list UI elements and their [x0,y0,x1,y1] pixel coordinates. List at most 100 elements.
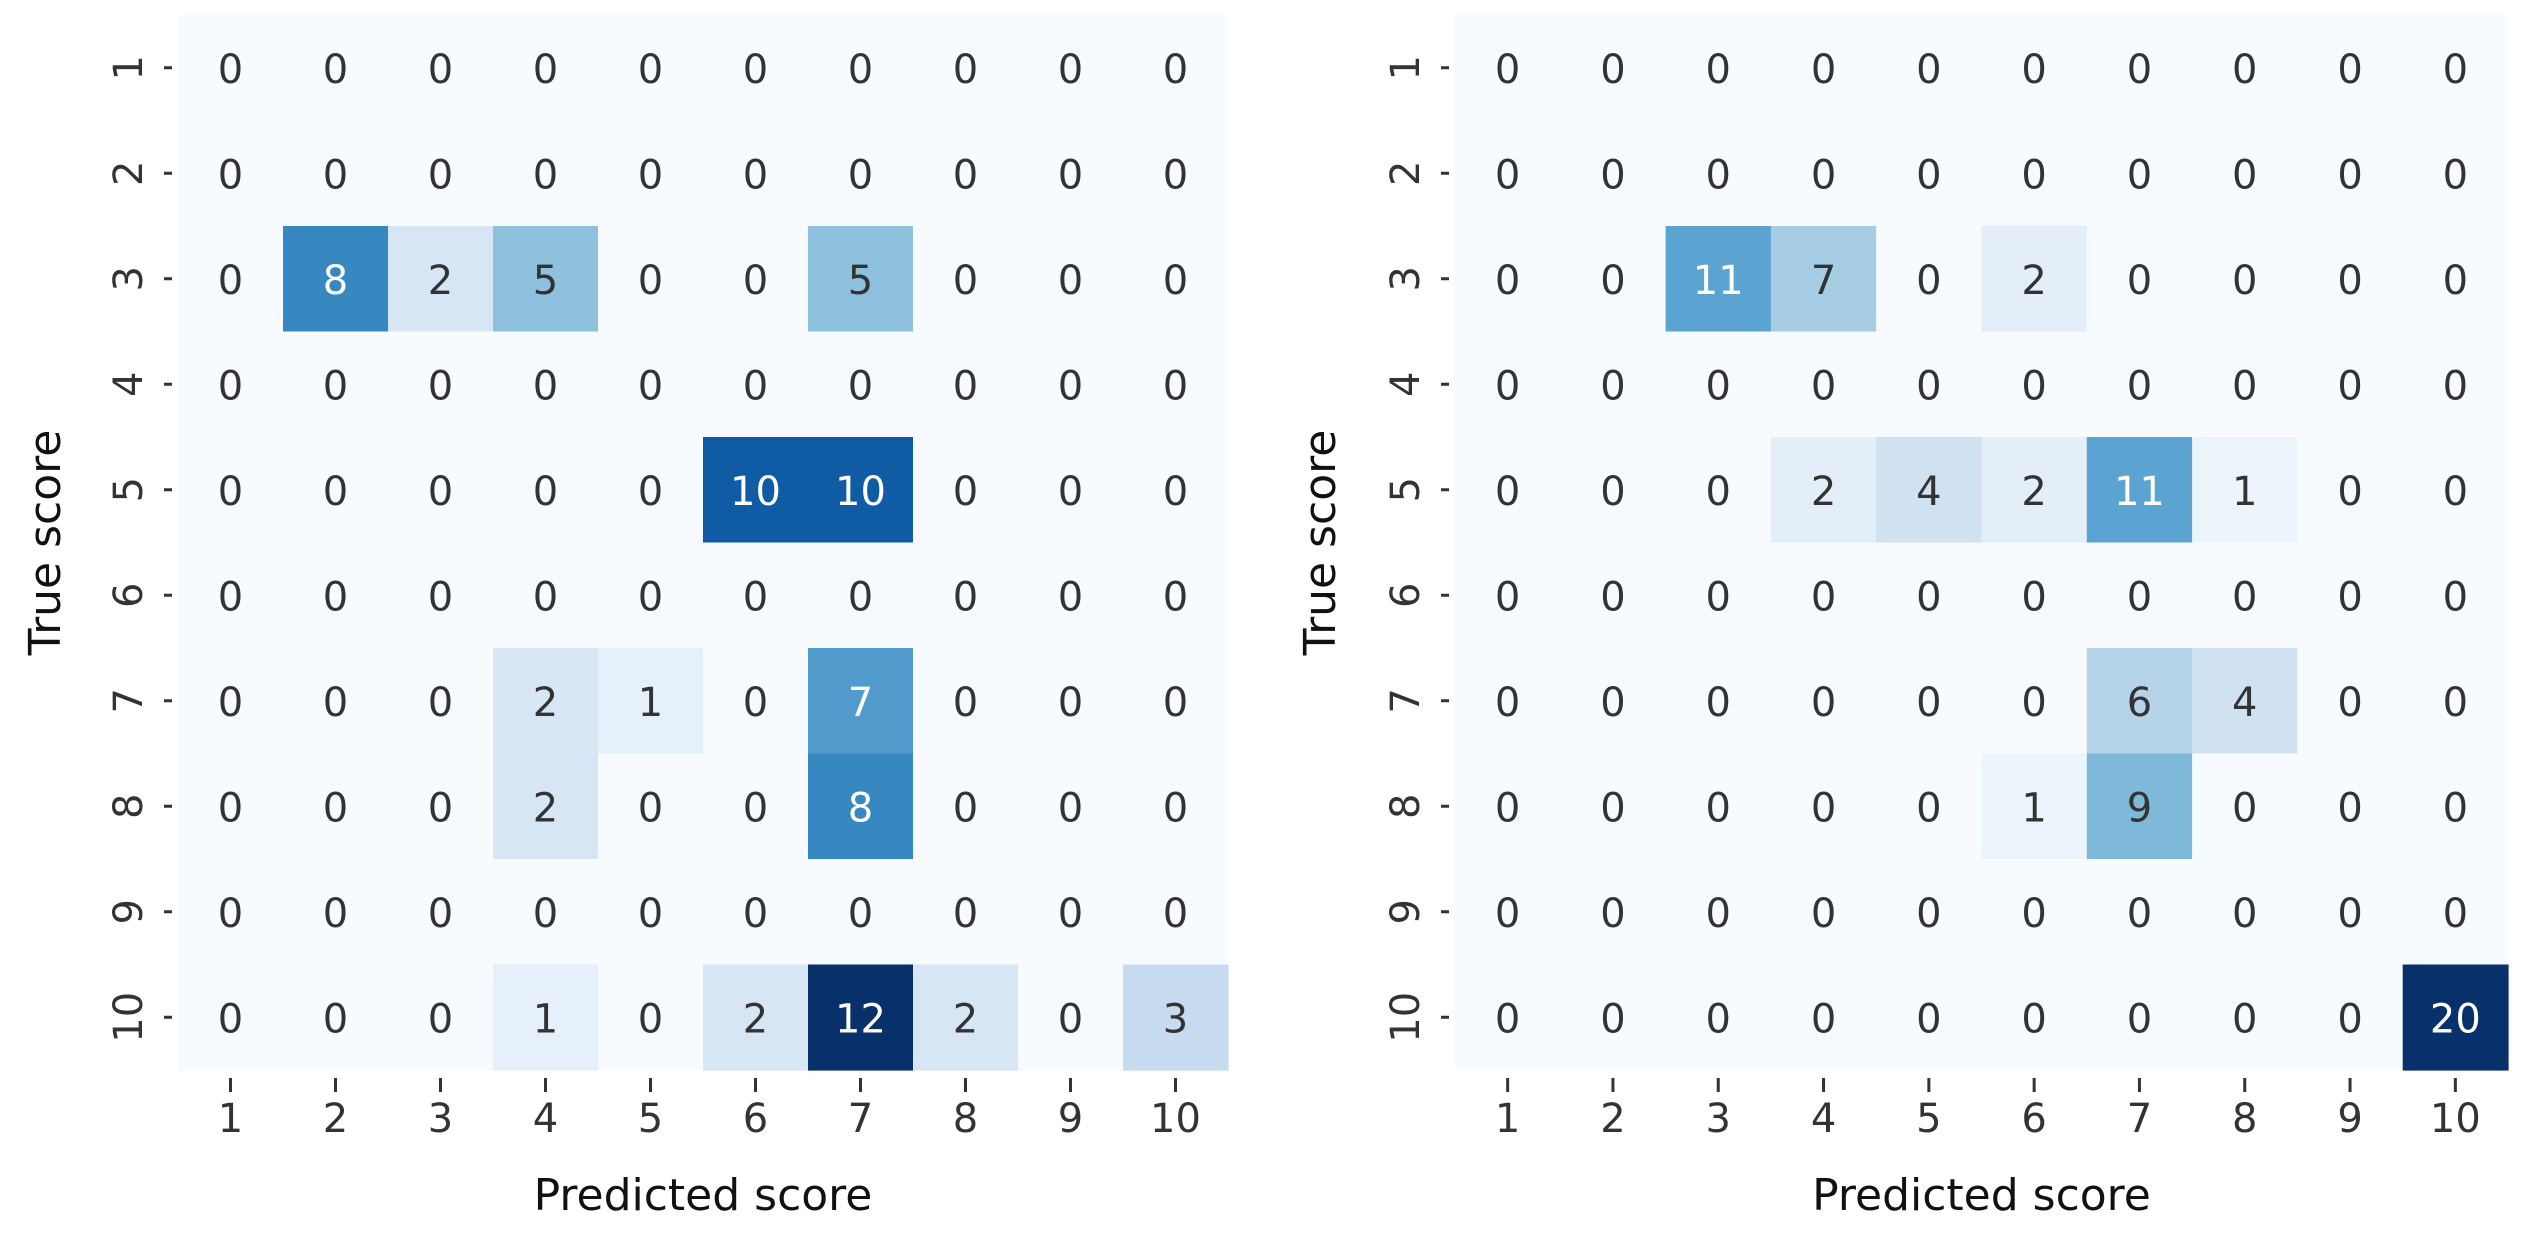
y-tick-label-2: 2 [1383,161,1429,186]
cell-value-label-r10-c1: 0 [1495,996,1520,1042]
heatmap-cell-r8-c6 [703,753,809,860]
heatmap-cell-r8-c10 [1123,753,1229,860]
heatmap-cell-r8-c8 [913,753,1019,860]
cell-value-label-r7-c8: 4 [2232,680,2257,726]
cell-value-label-r2-c10: 0 [1163,152,1188,198]
heatmap-cell-r5-c1 [178,437,284,544]
heatmap-cell-r2-c7 [808,120,914,227]
cell-value-label-r10-c4: 1 [533,996,558,1042]
cell-value-label-r9-c4: 0 [1811,891,1836,937]
cell-value-label-r9-c5: 0 [1916,891,1941,937]
right-heatmap-panel: 0 0 0 0 0 0 0 0 0 00 0 0 0 0 0 0 0 0 00 0 11 7 0 2 0 0 0 00 0 0 0 0 0 0 0 0… [1295,15,2509,1221]
heatmap-cell-r10-c8 [2192,964,2298,1071]
y-tick-label-1: 1 [1383,55,1429,80]
cell-value-label-r4-c2: 0 [1600,363,1625,409]
heatmap-cell-r3-c6 [703,226,809,333]
heatmap-cell-r9-c1 [178,859,284,966]
cell-value-label-r7-c5: 0 [1916,680,1941,726]
heatmap-cell-r10-c6 [703,964,809,1071]
cell-value-label-r5-c3: 0 [428,469,453,515]
cell-value-label-r5-c10: 0 [1163,469,1188,515]
cell-value-label-r2-c1: 0 [1495,152,1520,198]
cell-value-label-r1-c5: 0 [1916,47,1941,93]
cell-value-label-r6-c7: 0 [2127,574,2152,620]
cell-value-label-r7-c8: 0 [953,680,978,726]
cell-value-label-r8-c9: 0 [2337,785,2362,831]
heatmap-cell-r10-c8 [913,964,1019,1071]
heatmap-cell-r2-c1 [178,120,284,227]
cell-value-label-r8-c8: 0 [953,785,978,831]
cell-value-label-r6-c1: 0 [218,574,243,620]
heatmap-cell-r10-c4 [1770,964,1877,1071]
x-axis-label: Predicted score [534,1170,873,1221]
heatmap-cell-r8-c7 [2086,753,2193,860]
cell-value-label-r2-c8: 0 [953,152,978,198]
heatmap-cell-r4-c5 [598,331,704,438]
cell-value-label-r10-c6: 2 [743,996,768,1042]
y-tick-label-5: 5 [106,477,152,502]
heatmap-cell-r7-c7 [808,648,914,755]
heatmap-cell-r10-c1 [1455,964,1561,1071]
cell-value-label-r3-c7: 5 [848,258,873,304]
heatmap-cell-r7-c9 [1018,648,1124,755]
heatmap-cell-r3-c3 [1665,226,1772,333]
x-tick-label-5: 5 [1916,1096,1941,1142]
heatmap-cell-r9-c5 [1876,859,1983,966]
heatmap-cell-r5-c1 [1455,437,1561,544]
heatmap-cell-r1-c7 [808,15,914,122]
heatmap-cell-r2-c4 [1770,120,1877,227]
cell-value-label-r7-c6: 0 [743,680,768,726]
cell-value-label-r7-c2: 0 [323,680,348,726]
cell-value-label-r7-c3: 0 [428,680,453,726]
heatmap-cell-r1-c5 [598,15,704,122]
cell-value-label-r8-c2: 0 [323,785,348,831]
heatmap-cell-r9-c4 [1770,859,1877,966]
heatmap-cell-r9-c2 [283,859,389,966]
y-tick-label-8: 8 [106,794,152,819]
y-tick-label-5: 5 [1383,477,1429,502]
x-tick-label-10: 10 [1150,1096,1201,1142]
heatmap-cell-r7-c8 [913,648,1019,755]
heatmap-cell-r10-c7 [2086,964,2193,1071]
cell-value-label-r5-c4: 2 [1811,469,1836,515]
heatmap-cell-r7-c6 [1981,648,2088,755]
heatmap-cell-r3-c7 [2086,226,2193,333]
heatmap-cell-r2-c5 [598,120,704,227]
cell-value-label-r1-c9: 0 [2337,47,2362,93]
heatmap-cell-r2-c1 [1455,120,1561,227]
cell-value-label-r10-c5: 0 [1916,996,1941,1042]
cell-value-label-r4-c10: 0 [1163,363,1188,409]
cell-value-label-r9-c8: 0 [2232,891,2257,937]
cell-value-label-r5-c10: 0 [2443,469,2468,515]
cell-value-label-r2-c5: 0 [1916,152,1941,198]
heatmap-cell-r3-c8 [2192,226,2298,333]
heatmap-cell-r7-c2 [1560,648,1667,755]
heatmap-cell-r4-c4 [493,331,599,438]
heatmap-cell-r1-c1 [1455,15,1561,122]
heatmap-cell-r6-c10 [2402,542,2509,649]
x-axis-label: Predicted score [1812,1170,2151,1221]
y-tick-label-10: 10 [106,992,152,1043]
cell-value-label-r2-c2: 0 [323,152,348,198]
heatmap-cell-r2-c10 [1123,120,1229,227]
cell-value-label-r9-c7: 0 [2127,891,2152,937]
heatmap-cell-r3-c10 [1123,226,1229,333]
cell-value-label-r1-c10: 0 [2443,47,2468,93]
x-tick-label-6: 6 [2021,1096,2046,1142]
heatmap-cell-r3-c1 [178,226,284,333]
heatmap-cell-r10-c2 [1560,964,1667,1071]
cell-value-label-r2-c3: 0 [1706,152,1731,198]
cell-value-label-r6-c9: 0 [1058,574,1083,620]
cell-value-label-r7-c10: 0 [1163,680,1188,726]
cell-value-label-r6-c6: 0 [743,574,768,620]
cell-value-label-r4-c3: 0 [1706,363,1731,409]
heatmap-cell-r4-c7 [2086,331,2193,438]
cell-value-label-r6-c1: 0 [1495,574,1520,620]
cell-value-label-r2-c8: 0 [2232,152,2257,198]
y-tick-label-1: 1 [106,55,152,80]
cell-value-label-r8-c6: 1 [2021,785,2046,831]
heatmap-cell-r4-c9 [2297,331,2404,438]
x-tick-label-8: 8 [953,1096,978,1142]
heatmap-cell-r1-c5 [1876,15,1983,122]
heatmap-cell-r5-c5 [598,437,704,544]
